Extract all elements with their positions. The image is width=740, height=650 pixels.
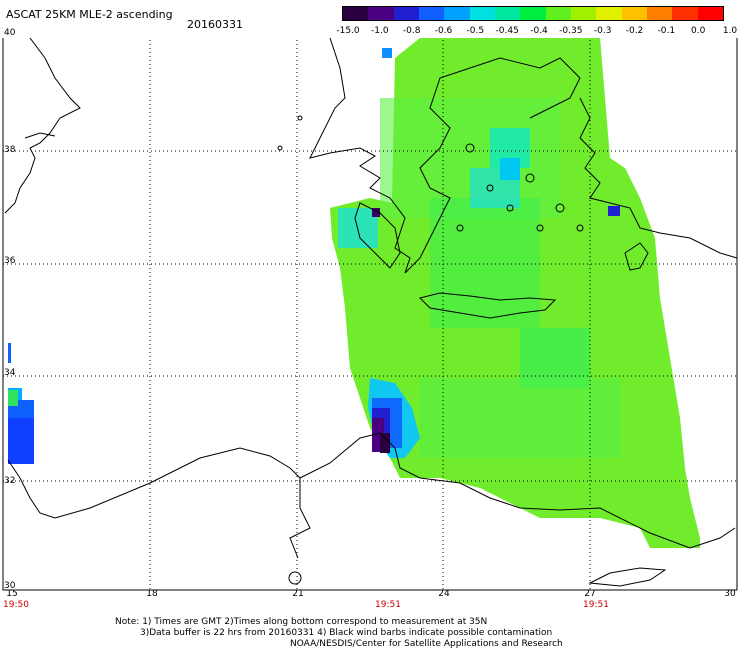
colorbar-tick-label: -0.2 bbox=[625, 26, 644, 36]
colorbar-labels: -15.0 -1.0 -0.8 -0.6 -0.5 -0.45 -0.4 -0.35 -0.3 -… bbox=[330, 26, 740, 38]
colorbar-tick-label: -0.8 bbox=[402, 26, 421, 36]
colorbar-segment bbox=[672, 7, 698, 20]
lon-label-21: 21 bbox=[292, 589, 304, 599]
note-line-2: 3)Data buffer is 22 hrs from 20160331 4)… bbox=[140, 628, 553, 638]
lat-label-32: 32 bbox=[4, 476, 16, 486]
colorbar-segment bbox=[343, 7, 369, 20]
note-line-3: NOAA/NESDIS/Center for Satellite Applica… bbox=[290, 639, 563, 649]
lat-label-30: 30 bbox=[4, 581, 16, 591]
colorbar-segment bbox=[368, 7, 394, 20]
colorbar-tick-label: -0.3 bbox=[593, 26, 612, 36]
colorbar-tick-label: -0.5 bbox=[466, 26, 485, 36]
lat-label-36: 36 bbox=[4, 256, 16, 266]
colorbar-segment bbox=[444, 7, 470, 20]
time-label: 19:50 bbox=[3, 600, 29, 610]
colorbar-segment bbox=[646, 7, 673, 20]
colorbar-segment bbox=[621, 7, 647, 20]
plot-frame bbox=[2, 38, 738, 591]
colorbar-tick-label: 0.0 bbox=[690, 26, 706, 36]
colorbar-segment bbox=[697, 7, 723, 20]
colorbar bbox=[342, 6, 724, 21]
map-plot bbox=[2, 38, 738, 591]
colorbar-segment bbox=[393, 7, 419, 20]
colorbar-tick-label: -0.1 bbox=[657, 26, 676, 36]
colorbar-segment bbox=[545, 7, 571, 20]
map-date: 20160331 bbox=[187, 18, 243, 31]
colorbar-tick-label: -0.4 bbox=[530, 26, 548, 36]
colorbar-segment bbox=[596, 7, 622, 20]
colorbar-tick-label: -0.35 bbox=[559, 26, 583, 36]
colorbar-tick-label: -0.6 bbox=[434, 26, 453, 36]
lon-label-15: 15 bbox=[6, 589, 18, 599]
colorbar-segment bbox=[418, 7, 445, 20]
lat-label-38: 38 bbox=[4, 145, 16, 155]
wind-swath bbox=[8, 38, 700, 548]
lon-label-18: 18 bbox=[146, 589, 158, 599]
lat-label-34: 34 bbox=[4, 368, 16, 378]
lon-label-24: 24 bbox=[438, 589, 450, 599]
map-title: ASCAT 25KM MLE-2 ascending bbox=[6, 8, 173, 21]
lon-label-27: 27 bbox=[584, 589, 596, 599]
colorbar-segment bbox=[469, 7, 495, 20]
colorbar-tick-label: -15.0 bbox=[336, 26, 360, 36]
colorbar-tick-label: -0.45 bbox=[495, 26, 519, 36]
colorbar-segment bbox=[570, 7, 597, 20]
time-label: 19:51 bbox=[375, 600, 401, 610]
colorbar-segment bbox=[494, 7, 521, 20]
time-label: 19:51 bbox=[583, 600, 609, 610]
graticule bbox=[3, 38, 737, 590]
colorbar-tick-label: 1.0 bbox=[722, 26, 738, 36]
lat-label-40: 40 bbox=[4, 28, 16, 38]
colorbar-tick-label: -1.0 bbox=[371, 26, 389, 36]
lon-label-30: 30 bbox=[724, 589, 736, 599]
coastlines bbox=[4, 38, 738, 587]
colorbar-segment bbox=[520, 7, 546, 20]
note-line-1: Note: 1) Times are GMT 2)Times along bot… bbox=[115, 617, 488, 627]
